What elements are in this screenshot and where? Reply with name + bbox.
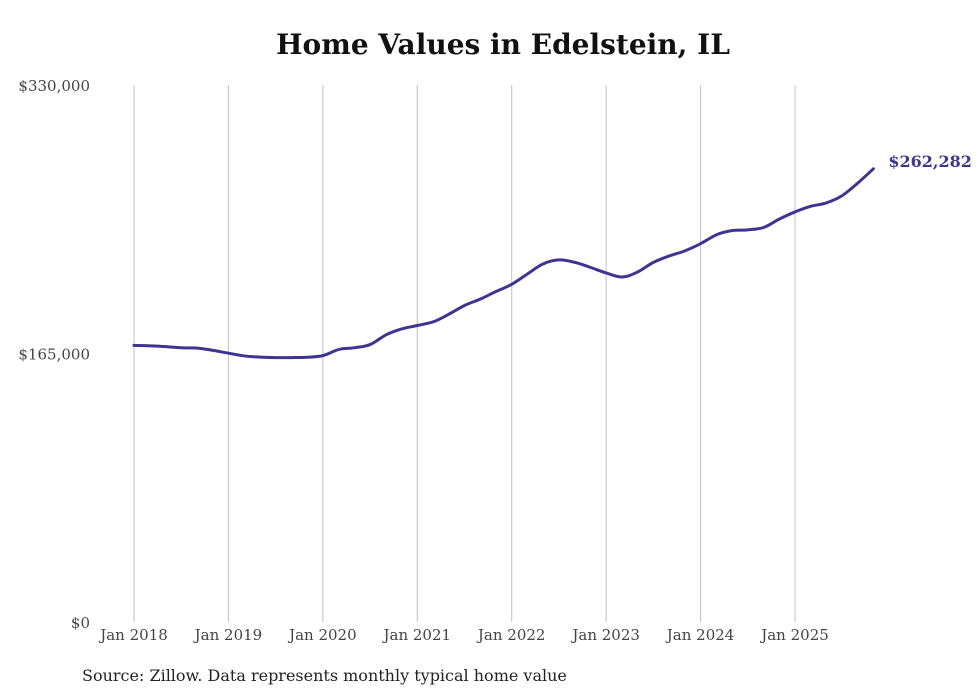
x-tick-label: Jan 2019 xyxy=(193,626,263,644)
end-value-label: $262,282 xyxy=(888,152,972,171)
y-tick-label: $0 xyxy=(71,614,90,632)
x-tick-label: Jan 2018 xyxy=(98,626,168,644)
y-tick-label: $165,000 xyxy=(18,346,90,364)
x-tick-label: Jan 2022 xyxy=(476,626,546,644)
x-tick-label: Jan 2023 xyxy=(570,626,640,644)
x-tick-label: Jan 2025 xyxy=(759,626,829,644)
x-tick-label: Jan 2024 xyxy=(665,626,735,644)
chart-title: Home Values in Edelstein, IL xyxy=(276,28,730,61)
x-tick-label: Jan 2020 xyxy=(287,626,357,644)
y-tick-label: $330,000 xyxy=(18,77,90,95)
y-axis: $0 $165,000 $330,000 xyxy=(18,77,90,632)
x-axis: Jan 2018 Jan 2019 Jan 2020 Jan 2021 Jan 2022… xyxy=(98,626,829,644)
series-line xyxy=(132,167,875,360)
source-note: Source: Zillow. Data represents monthly … xyxy=(82,666,567,685)
series: $262,282 xyxy=(132,152,972,360)
x-tick-label: Jan 2021 xyxy=(382,626,452,644)
